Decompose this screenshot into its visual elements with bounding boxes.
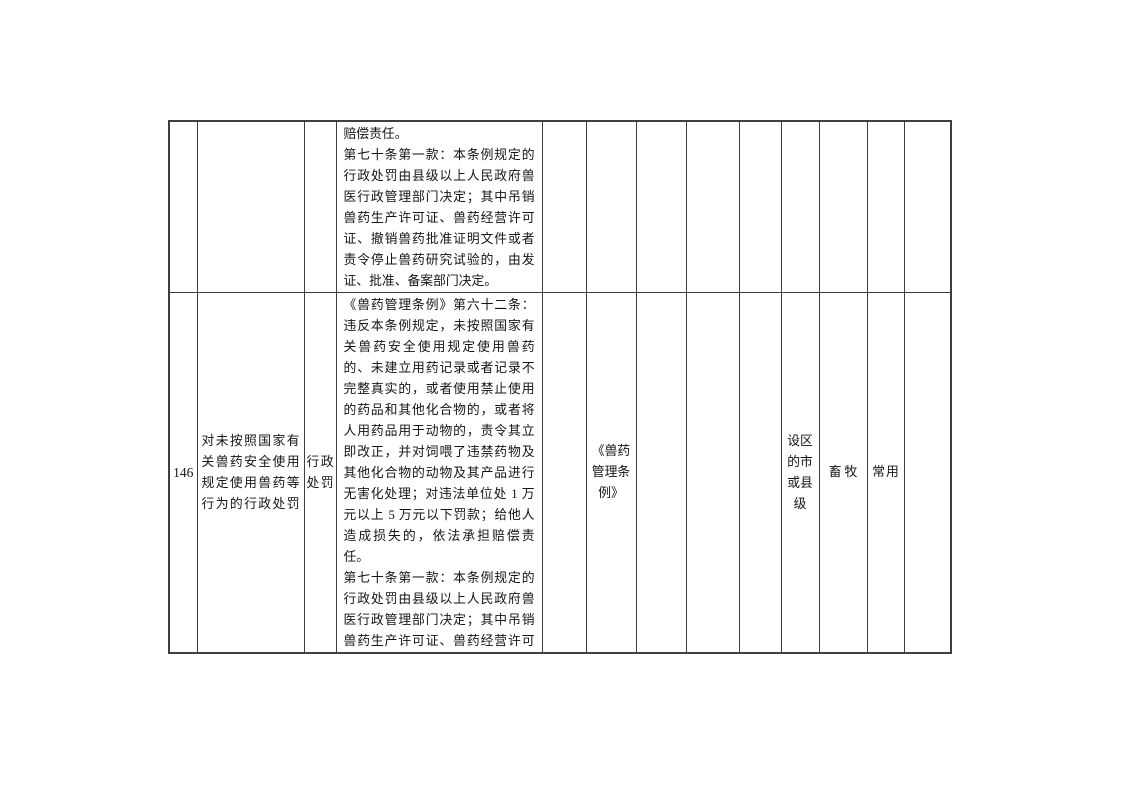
legal-text-block: 赔偿责任。 第七十条第一款：本条例规定的行政处罚由县级以上人民政府兽医行政管理部… [337,122,541,292]
cell-empty [541,120,587,293]
cell-empty [738,120,782,293]
cell-empty [903,292,952,654]
cell-usage-frequency: 常用 [866,292,905,654]
legal-paragraph: 赔偿责任。 [343,127,408,141]
table-row-item-146: 146 对未按照国家有关兽药安全使用规定使用兽药等行为的行政处罚 行政处罚 《兽… [168,292,952,654]
cell-basis-document: 《兽药管理条例》 [585,292,637,654]
cell-empty [196,120,305,293]
cell-empty [818,120,868,293]
cell-empty [780,120,820,293]
cell-department: 畜牧 [818,292,868,654]
cell-seq-number: 146 [168,292,198,654]
cell-empty [303,120,337,293]
table-row-continuation: 赔偿责任。 第七十条第一款：本条例规定的行政处罚由县级以上人民政府兽医行政管理部… [168,120,952,293]
cell-empty [866,120,905,293]
cell-power-type: 行政处罚 [303,292,337,654]
cell-empty [903,120,952,293]
administrative-powers-table: 赔偿责任。 第七十条第一款：本条例规定的行政处罚由县级以上人民政府兽医行政管理部… [168,120,952,654]
cell-empty [635,120,687,293]
power-type-text: 行政处罚 [306,454,334,490]
cell-empty [635,292,687,654]
cell-empty [541,292,587,654]
cell-empty [738,292,782,654]
cell-empty [685,120,740,293]
legal-paragraph: 第七十条第一款：本条例规定的行政处罚由县级以上人民政府兽医行政管理部门决定；其中… [343,148,535,288]
usage-frequency-text: 常用 [872,465,900,479]
cell-empty [168,120,198,293]
department-text: 畜牧 [828,465,861,479]
cell-legal-basis: 《兽药管理条例》第六十二条：违反本条例规定，未按照国家有关兽药安全使用规定使用兽… [335,292,543,654]
cell-empty [585,120,637,293]
legal-paragraph: 第七十条第一款：本条例规定的行政处罚由县级以上人民政府兽医行政管理部门决定；其中… [343,571,535,648]
cell-item-name: 对未按照国家有关兽药安全使用规定使用兽药等行为的行政处罚 [196,292,305,654]
legal-paragraph: 《兽药管理条例》第六十二条：违反本条例规定，未按照国家有关兽药安全使用规定使用兽… [343,298,535,564]
item-name-text: 对未按照国家有关兽药安全使用规定使用兽药等行为的行政处罚 [201,433,300,511]
cell-empty [685,292,740,654]
legal-text-block: 《兽药管理条例》第六十二条：违反本条例规定，未按照国家有关兽药安全使用规定使用兽… [337,293,541,652]
cell-implement-level: 设区的市或县级 [780,292,820,654]
cell-legal-basis-continuation: 赔偿责任。 第七十条第一款：本条例规定的行政处罚由县级以上人民政府兽医行政管理部… [335,120,543,293]
